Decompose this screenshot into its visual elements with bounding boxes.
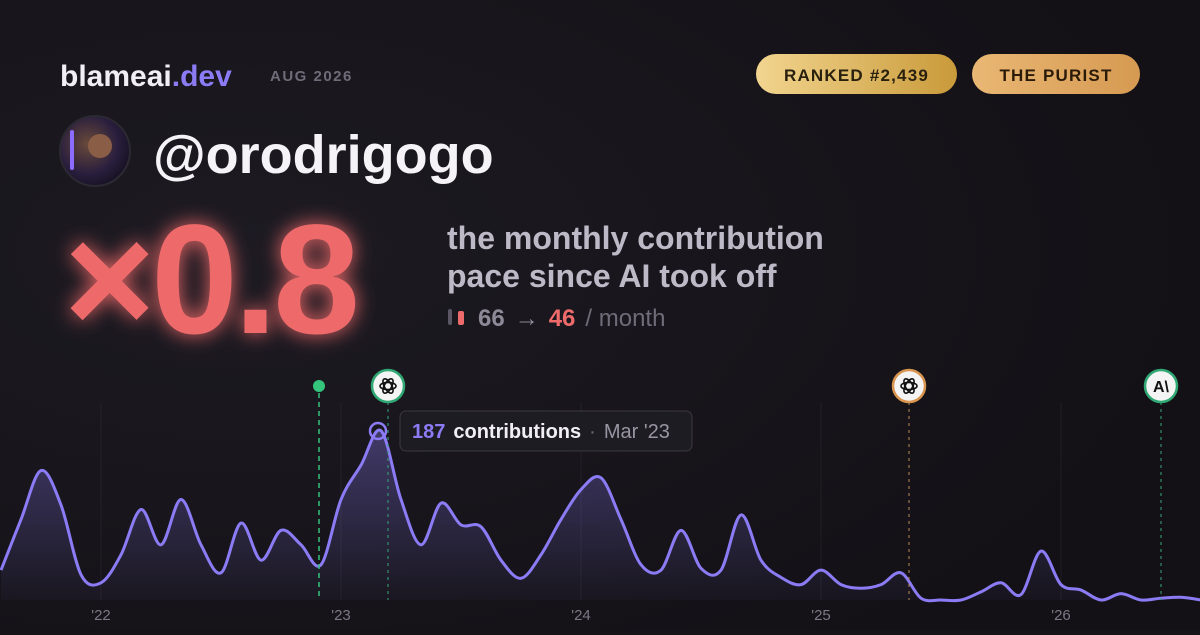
pace: 66 → 46 / month xyxy=(478,305,665,332)
avatar-face xyxy=(88,134,112,158)
peak-marker xyxy=(368,421,388,441)
badge-pill xyxy=(972,54,1140,94)
line xyxy=(0,428,1200,603)
headline-line: the monthly contribution xyxy=(447,220,824,256)
openai-badge xyxy=(370,368,406,404)
tooltip-text: 187 contributions · Mar '23 xyxy=(412,421,670,443)
event-markers: A\ xyxy=(313,368,1179,600)
tooltip-value: 187 xyxy=(412,421,445,443)
x-tick-label: '26 xyxy=(1051,607,1071,624)
event-dot xyxy=(313,380,325,392)
badge-circle xyxy=(891,368,927,404)
handle: @orodrigogo xyxy=(153,125,494,185)
after-bar xyxy=(458,311,464,325)
badge-circle xyxy=(370,368,406,404)
openai-logo xyxy=(900,378,918,394)
after-value: 46 xyxy=(549,305,576,332)
chart: '22 '23 '24 '25 '26 xyxy=(0,402,1200,624)
tooltip xyxy=(399,410,693,452)
badge-circle xyxy=(1143,368,1179,404)
anthropic-badge: A\ xyxy=(1143,368,1179,404)
arrow: → xyxy=(515,305,539,332)
avatar-light xyxy=(70,130,74,170)
multiplier: ×0.8 xyxy=(64,193,356,367)
anthropic-logo: A\ xyxy=(1153,379,1170,396)
brand: blameai.dev xyxy=(60,60,232,93)
badge: THE PURIST xyxy=(999,66,1112,85)
before-value: 66 xyxy=(478,305,505,332)
unit: / month xyxy=(585,305,665,332)
openai-badge xyxy=(891,368,927,404)
rank-pill xyxy=(756,54,957,94)
area-fill xyxy=(1,430,1200,601)
openai-logo xyxy=(379,378,397,394)
headline-line: pace since AI took off xyxy=(447,258,777,294)
period: AUG 2026 xyxy=(270,68,353,85)
brand-name: blameai xyxy=(60,60,172,93)
tooltip-date: Mar '23 xyxy=(604,421,670,443)
x-tick-label: '25 xyxy=(811,607,831,624)
x-tick-label: '24 xyxy=(571,607,591,624)
brand-suffix: .dev xyxy=(172,60,232,93)
rank: RANKED #2,439 xyxy=(784,66,929,85)
tooltip-label: contributions xyxy=(453,421,581,443)
x-tick-label: '23 xyxy=(331,607,351,624)
before-bar xyxy=(448,309,452,325)
x-tick-label: '22 xyxy=(91,607,111,624)
tooltip-separator: · xyxy=(589,421,596,443)
